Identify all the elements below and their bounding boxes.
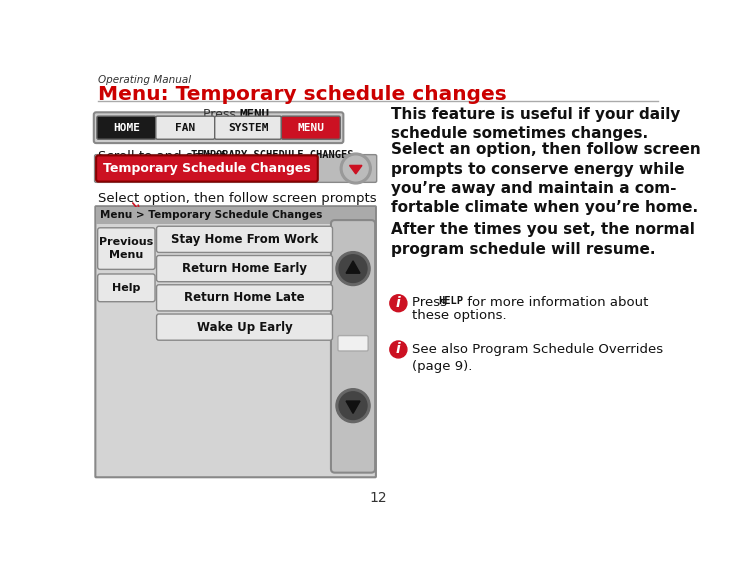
Text: Return Home Late: Return Home Late	[184, 291, 305, 304]
Text: MENU: MENU	[297, 123, 324, 133]
Text: Previous
Menu: Previous Menu	[99, 237, 154, 260]
Text: Return Home Early: Return Home Early	[182, 262, 307, 275]
Circle shape	[340, 153, 371, 184]
FancyBboxPatch shape	[97, 274, 155, 302]
Text: This feature is useful if your daily
schedule sometimes changes.: This feature is useful if your daily sch…	[390, 107, 680, 141]
Text: 12: 12	[370, 491, 387, 505]
Circle shape	[336, 389, 370, 422]
Circle shape	[339, 255, 367, 283]
FancyBboxPatch shape	[96, 207, 375, 224]
Polygon shape	[346, 261, 360, 273]
Text: After the times you set, the normal
program schedule will resume.: After the times you set, the normal prog…	[390, 222, 694, 256]
Circle shape	[390, 341, 407, 358]
Text: HOME: HOME	[113, 123, 139, 133]
Text: Select option, then follow screen prompts: Select option, then follow screen prompt…	[98, 192, 377, 205]
Text: i: i	[396, 296, 401, 310]
FancyBboxPatch shape	[97, 116, 156, 139]
Polygon shape	[350, 165, 362, 174]
Circle shape	[336, 252, 370, 286]
Text: Menu > Temporary Schedule Changes: Menu > Temporary Schedule Changes	[100, 210, 323, 221]
Text: Temporary Schedule Changes: Temporary Schedule Changes	[103, 162, 311, 175]
Text: these options.: these options.	[413, 308, 507, 321]
Text: See also Program Schedule Overrides
(page 9).: See also Program Schedule Overrides (pag…	[413, 343, 663, 373]
FancyBboxPatch shape	[215, 116, 281, 139]
Text: Menu: Temporary schedule changes: Menu: Temporary schedule changes	[98, 86, 507, 104]
Text: Operating Manual: Operating Manual	[98, 75, 192, 84]
Text: Select an option, then follow screen
prompts to conserve energy while
you’re awa: Select an option, then follow screen pro…	[390, 142, 700, 215]
Polygon shape	[346, 401, 360, 413]
Text: MENU: MENU	[240, 108, 269, 121]
Text: Scroll to and select: Scroll to and select	[98, 150, 230, 163]
FancyBboxPatch shape	[281, 116, 340, 139]
FancyBboxPatch shape	[97, 228, 155, 270]
Text: Wake Up Early: Wake Up Early	[196, 320, 292, 333]
FancyBboxPatch shape	[338, 336, 368, 351]
Text: FAN: FAN	[175, 123, 196, 133]
Text: for more information about: for more information about	[463, 296, 648, 310]
Circle shape	[339, 392, 367, 420]
FancyBboxPatch shape	[156, 226, 333, 253]
FancyBboxPatch shape	[96, 156, 318, 182]
Circle shape	[390, 295, 407, 312]
Text: HELP: HELP	[438, 296, 463, 306]
Circle shape	[343, 156, 368, 181]
Text: SYSTEM: SYSTEM	[228, 123, 269, 133]
FancyBboxPatch shape	[95, 206, 376, 477]
FancyBboxPatch shape	[331, 220, 375, 473]
FancyBboxPatch shape	[156, 314, 333, 340]
Text: Press: Press	[413, 296, 452, 310]
FancyBboxPatch shape	[94, 112, 343, 143]
FancyBboxPatch shape	[94, 154, 376, 182]
FancyBboxPatch shape	[156, 255, 333, 282]
Text: Press: Press	[203, 108, 240, 121]
FancyBboxPatch shape	[156, 116, 215, 139]
FancyBboxPatch shape	[156, 285, 333, 311]
Text: TEMPORARY SCHEDULE CHANGES: TEMPORARY SCHEDULE CHANGES	[191, 150, 354, 160]
Text: Help: Help	[112, 283, 140, 293]
Text: Stay Home From Work: Stay Home From Work	[171, 233, 318, 246]
Text: i: i	[396, 343, 401, 356]
